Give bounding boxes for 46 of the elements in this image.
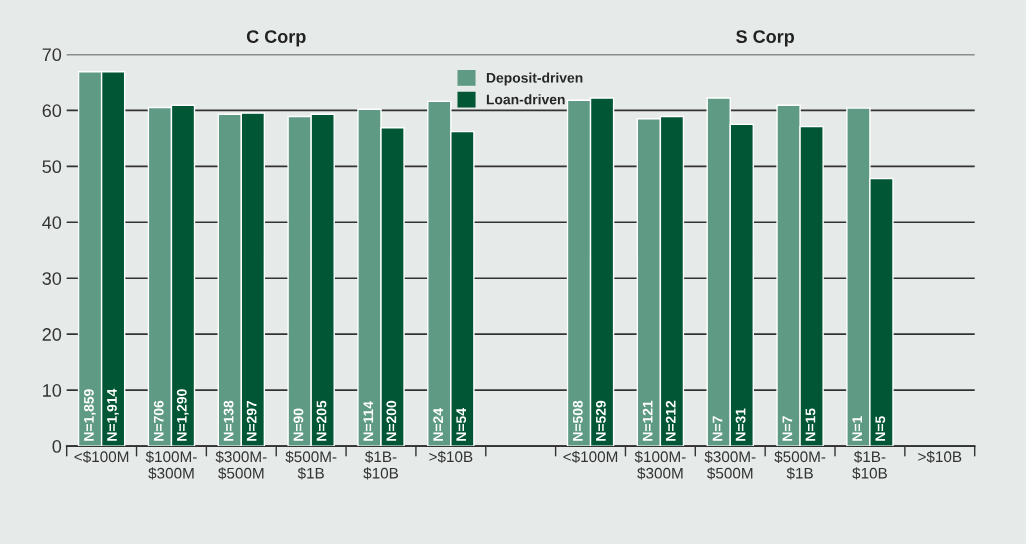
annotation: N=205 bbox=[316, 400, 327, 441]
annotation: N=1 bbox=[852, 416, 862, 441]
y-tick-label: 30 bbox=[42, 272, 62, 285]
y-tick-label: 20 bbox=[42, 328, 62, 341]
annotation: N=15 bbox=[805, 408, 816, 441]
annotation: N=90 bbox=[293, 408, 304, 441]
y-tick-label: 10 bbox=[43, 384, 62, 397]
annotation: N=7 bbox=[712, 416, 723, 441]
legend-label: Deposit-driven bbox=[486, 72, 583, 86]
x-tick-label: <$100M bbox=[74, 450, 129, 464]
annotation: N=508 bbox=[572, 400, 583, 441]
annotation: N=24 bbox=[433, 408, 443, 441]
text: C Corp bbox=[246, 30, 306, 47]
annotation: N=212 bbox=[665, 400, 676, 441]
annotation: N=5 bbox=[875, 416, 886, 441]
annotation: N=200 bbox=[386, 400, 397, 441]
x-tick-label: $1B- $10B bbox=[363, 450, 399, 480]
y-tick-label: 70 bbox=[42, 48, 62, 62]
annotation: N=706 bbox=[153, 400, 164, 441]
annotation: N=31 bbox=[735, 408, 746, 441]
annotation: N=7 bbox=[782, 416, 793, 441]
text: S Corp bbox=[736, 30, 795, 47]
annotation: N=1,290 bbox=[176, 389, 189, 441]
x-tick-label: $300M- $500M bbox=[215, 450, 267, 480]
legend-label: Loan-driven bbox=[486, 94, 565, 105]
y-tick-label: 0 bbox=[52, 440, 62, 453]
annotation: N=138 bbox=[223, 400, 234, 441]
x-tick-label: $100M- $300M bbox=[145, 450, 197, 480]
annotation: N=114 bbox=[363, 401, 374, 441]
x-tick-label: $300M- $500M bbox=[704, 450, 756, 480]
annotation: N=529 bbox=[595, 400, 606, 441]
x-tick-label: >$10B bbox=[918, 450, 962, 464]
annotation: N=297 bbox=[246, 400, 257, 441]
x-tick-label: >$10B bbox=[429, 450, 473, 464]
x-tick-label: $100M- $300M bbox=[634, 450, 686, 480]
x-tick-label: $500M- $1B bbox=[285, 450, 337, 480]
y-tick-label: 40 bbox=[42, 216, 62, 229]
x-tick-label: <$100M bbox=[563, 450, 618, 464]
annotation: N=1,914 bbox=[107, 388, 119, 441]
annotation: N=1,859 bbox=[83, 389, 96, 441]
x-tick-label: $1B- $10B bbox=[852, 450, 887, 480]
x-tick-label: $500M- $1B bbox=[774, 450, 826, 480]
y-tick-label: 50 bbox=[42, 160, 62, 174]
annotation: N=121 bbox=[642, 400, 653, 441]
y-tick-label: 60 bbox=[42, 104, 62, 118]
annotation: N=54 bbox=[456, 408, 467, 441]
